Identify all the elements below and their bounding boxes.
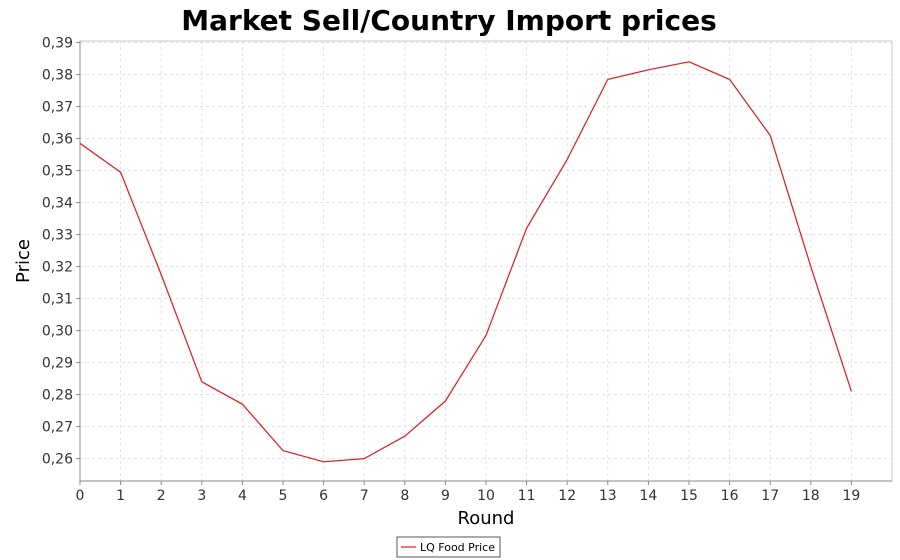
y-tick-label: 0,39 (42, 36, 73, 52)
x-tick-label: 1 (116, 488, 125, 504)
x-tick-label: 9 (441, 488, 450, 504)
x-tick-label: 19 (842, 488, 860, 504)
x-axis-label: Round (458, 508, 515, 529)
x-tick-label: 2 (157, 488, 166, 504)
y-tick-label: 0,31 (42, 292, 73, 308)
x-tick-label: 7 (360, 488, 369, 504)
x-tick-label: 13 (599, 488, 617, 504)
x-tick-label: 15 (680, 488, 698, 504)
x-tick-label: 8 (400, 488, 409, 504)
legend-label: LQ Food Price (420, 541, 495, 554)
x-axis-ticks: 0 1 2 3 4 5 6 7 8 9 10 11 12 13 14 15 16 17 18 19 (76, 481, 860, 504)
x-tick-label: 0 (76, 488, 85, 504)
x-tick-label: 12 (558, 488, 576, 504)
x-tick-label: 6 (319, 488, 328, 504)
x-tick-label: 11 (518, 488, 536, 504)
x-tick-label: 18 (802, 488, 820, 504)
y-tick-label: 0,26 (42, 452, 73, 468)
y-tick-label: 0,33 (42, 228, 73, 244)
y-axis-ticks: 0,26 0,27 0,28 0,29 0,30 0,31 0,32 0,33 0,34 0,35… (42, 36, 80, 468)
x-tick-label: 16 (721, 488, 739, 504)
grid-lines (79, 41, 892, 481)
y-tick-label: 0,30 (42, 324, 73, 340)
y-tick-label: 0,36 (42, 132, 73, 148)
x-tick-label: 5 (279, 488, 288, 504)
x-tick-label: 4 (238, 488, 247, 504)
series-line-lq-food-price (79, 61, 852, 463)
x-tick-label: 10 (477, 488, 495, 504)
legend-box (396, 536, 501, 558)
x-tick-label: 14 (639, 488, 657, 504)
y-tick-label: 0,38 (42, 68, 73, 84)
y-tick-label: 0,29 (42, 356, 73, 372)
y-tick-label: 0,28 (42, 388, 73, 404)
y-axis-label: Price (13, 239, 34, 283)
y-tick-label: 0,37 (42, 100, 73, 116)
y-tick-label: 0,27 (42, 420, 73, 436)
y-tick-label: 0,35 (42, 164, 73, 180)
series-layer (79, 61, 852, 463)
y-tick-label: 0,34 (42, 196, 73, 212)
y-tick-label: 0,32 (42, 260, 73, 276)
legend: LQ Food Price (396, 536, 501, 558)
x-tick-label: 3 (197, 488, 206, 504)
x-tick-label: 17 (761, 488, 779, 504)
chart-title: Market Sell/Country Import prices (181, 4, 717, 37)
